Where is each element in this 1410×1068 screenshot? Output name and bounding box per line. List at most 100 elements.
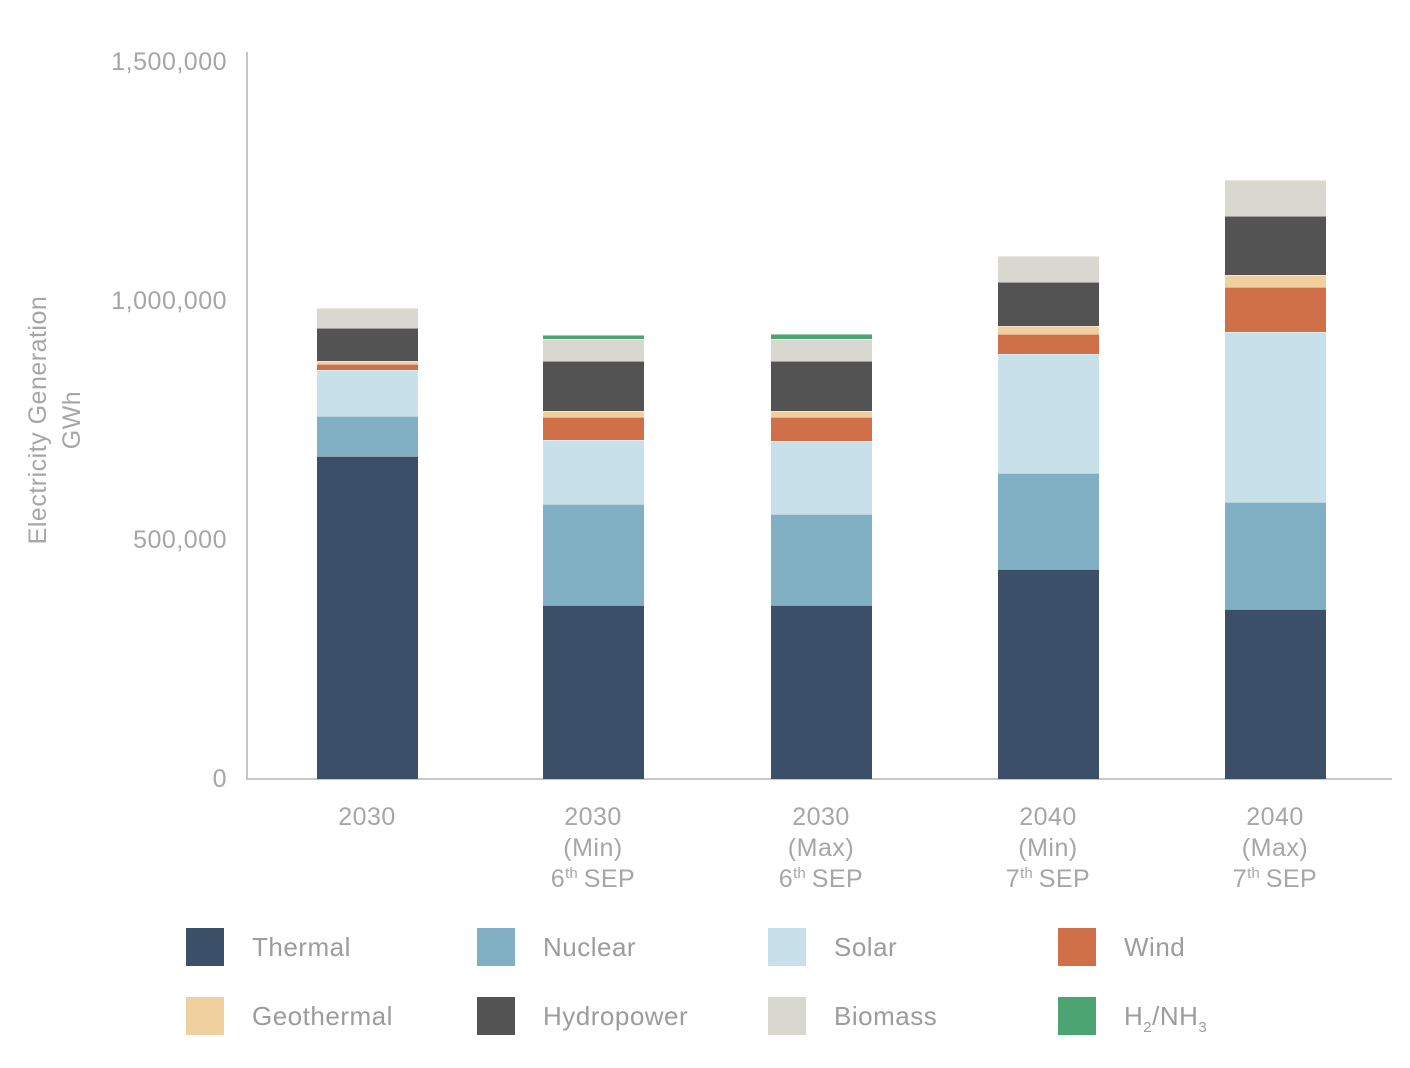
segment-h2nh3 — [770, 334, 872, 339]
segment-geothermal — [997, 326, 1099, 334]
legend-swatch-wind — [1058, 928, 1096, 966]
y-axis-title: Electricity Generation GWh — [21, 220, 93, 620]
segment-nuclear — [1224, 501, 1326, 610]
legend-item-nuclear: Nuclear — [477, 928, 636, 966]
x-label-2030-min: 2030 (Min) 6th SEP — [473, 802, 713, 898]
segment-solar — [770, 440, 872, 514]
legend-item-h2nh3: H2/NH3 — [1058, 997, 1207, 1036]
label-part: /NH — [1152, 1000, 1199, 1031]
legend-swatch-h2nh3 — [1058, 997, 1096, 1035]
segment-solar — [316, 370, 418, 416]
sep-number: 6 — [778, 865, 794, 893]
bar-2040-min — [997, 255, 1099, 779]
x-label-line: 2030 — [792, 803, 850, 831]
sep-text: SEP — [1265, 865, 1318, 893]
sep-text: SEP — [1038, 865, 1091, 893]
legend-label-nuclear: Nuclear — [543, 931, 637, 962]
segment-geothermal — [316, 361, 418, 365]
segment-hydropower — [316, 327, 418, 362]
legend-label-h2nh3: H2/NH3 — [1124, 1000, 1207, 1036]
segment-biomass — [997, 255, 1099, 283]
segment-wind — [316, 364, 418, 371]
legend-label-wind: Wind — [1124, 931, 1186, 962]
x-label-line: (Min) — [563, 834, 623, 862]
legend-item-thermal: Thermal — [186, 928, 351, 966]
segment-nuclear — [770, 513, 872, 605]
x-label-line: 2040 — [1246, 803, 1304, 831]
segment-thermal — [542, 604, 644, 779]
segment-h2nh3 — [542, 334, 644, 340]
legend-label-solar: Solar — [834, 931, 898, 962]
y-tick-label-0: 0 — [212, 765, 227, 793]
segment-thermal — [770, 604, 872, 779]
segment-biomass — [1224, 180, 1326, 216]
segment-hydropower — [1224, 215, 1326, 275]
legend-item-hydropower: Hydropower — [477, 997, 688, 1035]
legend-item-solar: Solar — [768, 928, 897, 966]
sep-number: 7 — [1232, 865, 1248, 893]
segment-hydropower — [997, 282, 1099, 327]
legend-label-hydropower: Hydropower — [543, 1000, 689, 1031]
y-tick-label-500000: 500,000 — [133, 526, 227, 554]
x-label-sep-line: 7th SEP — [1155, 864, 1395, 898]
legend-label-geothermal: Geothermal — [252, 1000, 393, 1031]
y-axis-title-line1: Electricity Generation — [24, 295, 52, 545]
legend-item-biomass: Biomass — [768, 997, 937, 1035]
segment-nuclear — [316, 415, 418, 457]
segment-geothermal — [770, 411, 872, 417]
x-label-2030: 2030 — [247, 802, 487, 833]
segment-thermal — [1224, 609, 1326, 779]
legend-swatch-thermal — [186, 928, 224, 966]
segment-wind — [770, 416, 872, 441]
x-label-line: 2030 — [564, 803, 622, 831]
sep-number: 6 — [550, 865, 566, 893]
segment-biomass — [770, 338, 872, 362]
segment-thermal — [316, 456, 418, 779]
segment-geothermal — [1224, 274, 1326, 287]
segment-biomass — [542, 339, 644, 361]
x-axis-line — [246, 778, 1392, 780]
x-label-sep-line: 6th SEP — [473, 864, 713, 898]
x-label-line: 2030 — [338, 803, 396, 831]
x-label-line: (Min) — [1018, 834, 1078, 862]
legend-item-wind: Wind — [1058, 928, 1185, 966]
bar-2040-max — [1224, 180, 1326, 779]
x-label-2040-min: 2040 (Min) 7th SEP — [928, 802, 1168, 898]
x-label-2030-max: 2030 (Max) 6th SEP — [701, 802, 941, 898]
segment-hydropower — [770, 361, 872, 412]
y-tick-label-1000000: 1,000,000 — [111, 287, 227, 315]
legend-label-biomass: Biomass — [834, 1000, 938, 1031]
legend-label-thermal: Thermal — [252, 931, 351, 962]
sep-ordinal: th — [1247, 865, 1260, 882]
sep-text: SEP — [811, 865, 864, 893]
segment-geothermal — [542, 410, 644, 418]
legend-item-geothermal: Geothermal — [186, 997, 393, 1035]
y-tick-label-1500000: 1,500,000 — [111, 48, 227, 76]
x-label-line: (Max) — [1241, 834, 1309, 862]
bar-2030-min — [542, 334, 644, 779]
sep-ordinal: th — [793, 865, 806, 882]
segment-wind — [997, 333, 1099, 354]
segment-nuclear — [997, 473, 1099, 569]
segment-biomass — [316, 307, 418, 328]
x-label-line: (Max) — [787, 834, 855, 862]
sep-ordinal: th — [565, 865, 578, 882]
legend-swatch-geothermal — [186, 997, 224, 1035]
bar-2030-max — [770, 334, 872, 779]
sep-ordinal: th — [1020, 865, 1033, 882]
segment-nuclear — [542, 504, 644, 605]
subscript: 2 — [1143, 1018, 1153, 1036]
label-part: H — [1124, 1000, 1144, 1031]
legend-swatch-solar — [768, 928, 806, 966]
legend-swatch-nuclear — [477, 928, 515, 966]
x-label-2040-max: 2040 (Max) 7th SEP — [1155, 802, 1395, 898]
legend-swatch-biomass — [768, 997, 806, 1035]
segment-hydropower — [542, 360, 644, 411]
y-axis-title-line2: GWh — [58, 390, 86, 450]
sep-number: 7 — [1005, 865, 1021, 893]
x-label-line: 2040 — [1019, 803, 1077, 831]
subscript: 3 — [1198, 1018, 1208, 1036]
segment-wind — [542, 417, 644, 441]
x-label-sep-line: 7th SEP — [928, 864, 1168, 898]
